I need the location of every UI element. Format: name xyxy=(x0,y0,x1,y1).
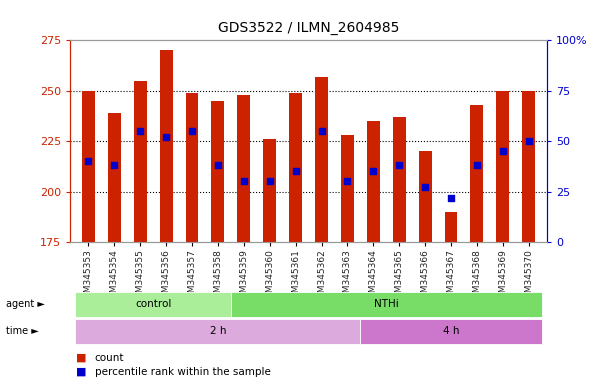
Bar xyxy=(237,95,251,242)
Point xyxy=(394,162,404,169)
Point xyxy=(161,134,171,140)
Point xyxy=(316,128,326,134)
Bar xyxy=(470,105,483,242)
Point xyxy=(187,128,197,134)
Bar xyxy=(419,151,431,242)
Point xyxy=(265,178,274,185)
Point xyxy=(368,168,378,174)
Point xyxy=(109,162,119,169)
Text: NTHi: NTHi xyxy=(374,299,398,310)
Text: time ►: time ► xyxy=(6,326,39,336)
Text: count: count xyxy=(95,353,124,363)
Point xyxy=(420,184,430,190)
Point xyxy=(213,162,223,169)
Text: percentile rank within the sample: percentile rank within the sample xyxy=(95,366,271,377)
Text: 4 h: 4 h xyxy=(443,326,459,336)
Bar xyxy=(82,91,95,242)
Point xyxy=(343,178,353,185)
Bar xyxy=(263,139,276,242)
Bar xyxy=(522,91,535,242)
Point xyxy=(84,158,93,164)
Text: 2 h: 2 h xyxy=(210,326,226,336)
Point xyxy=(524,138,533,144)
Bar xyxy=(367,121,380,242)
Point xyxy=(291,168,301,174)
Bar xyxy=(134,81,147,242)
Bar xyxy=(289,93,302,242)
Bar xyxy=(315,76,328,242)
Bar xyxy=(211,101,224,242)
Point xyxy=(135,128,145,134)
Point xyxy=(446,194,456,200)
Bar xyxy=(341,135,354,242)
Bar xyxy=(186,93,199,242)
Bar xyxy=(445,212,458,242)
Text: GDS3522 / ILMN_2604985: GDS3522 / ILMN_2604985 xyxy=(218,21,399,35)
Text: agent ►: agent ► xyxy=(6,299,45,310)
Bar xyxy=(496,91,510,242)
Text: ■: ■ xyxy=(76,353,87,363)
Point xyxy=(472,162,482,169)
Bar xyxy=(393,117,406,242)
Point xyxy=(498,148,508,154)
Text: ■: ■ xyxy=(76,366,87,377)
Point xyxy=(239,178,249,185)
Bar xyxy=(108,113,121,242)
Text: control: control xyxy=(135,299,171,310)
Bar xyxy=(159,50,172,242)
